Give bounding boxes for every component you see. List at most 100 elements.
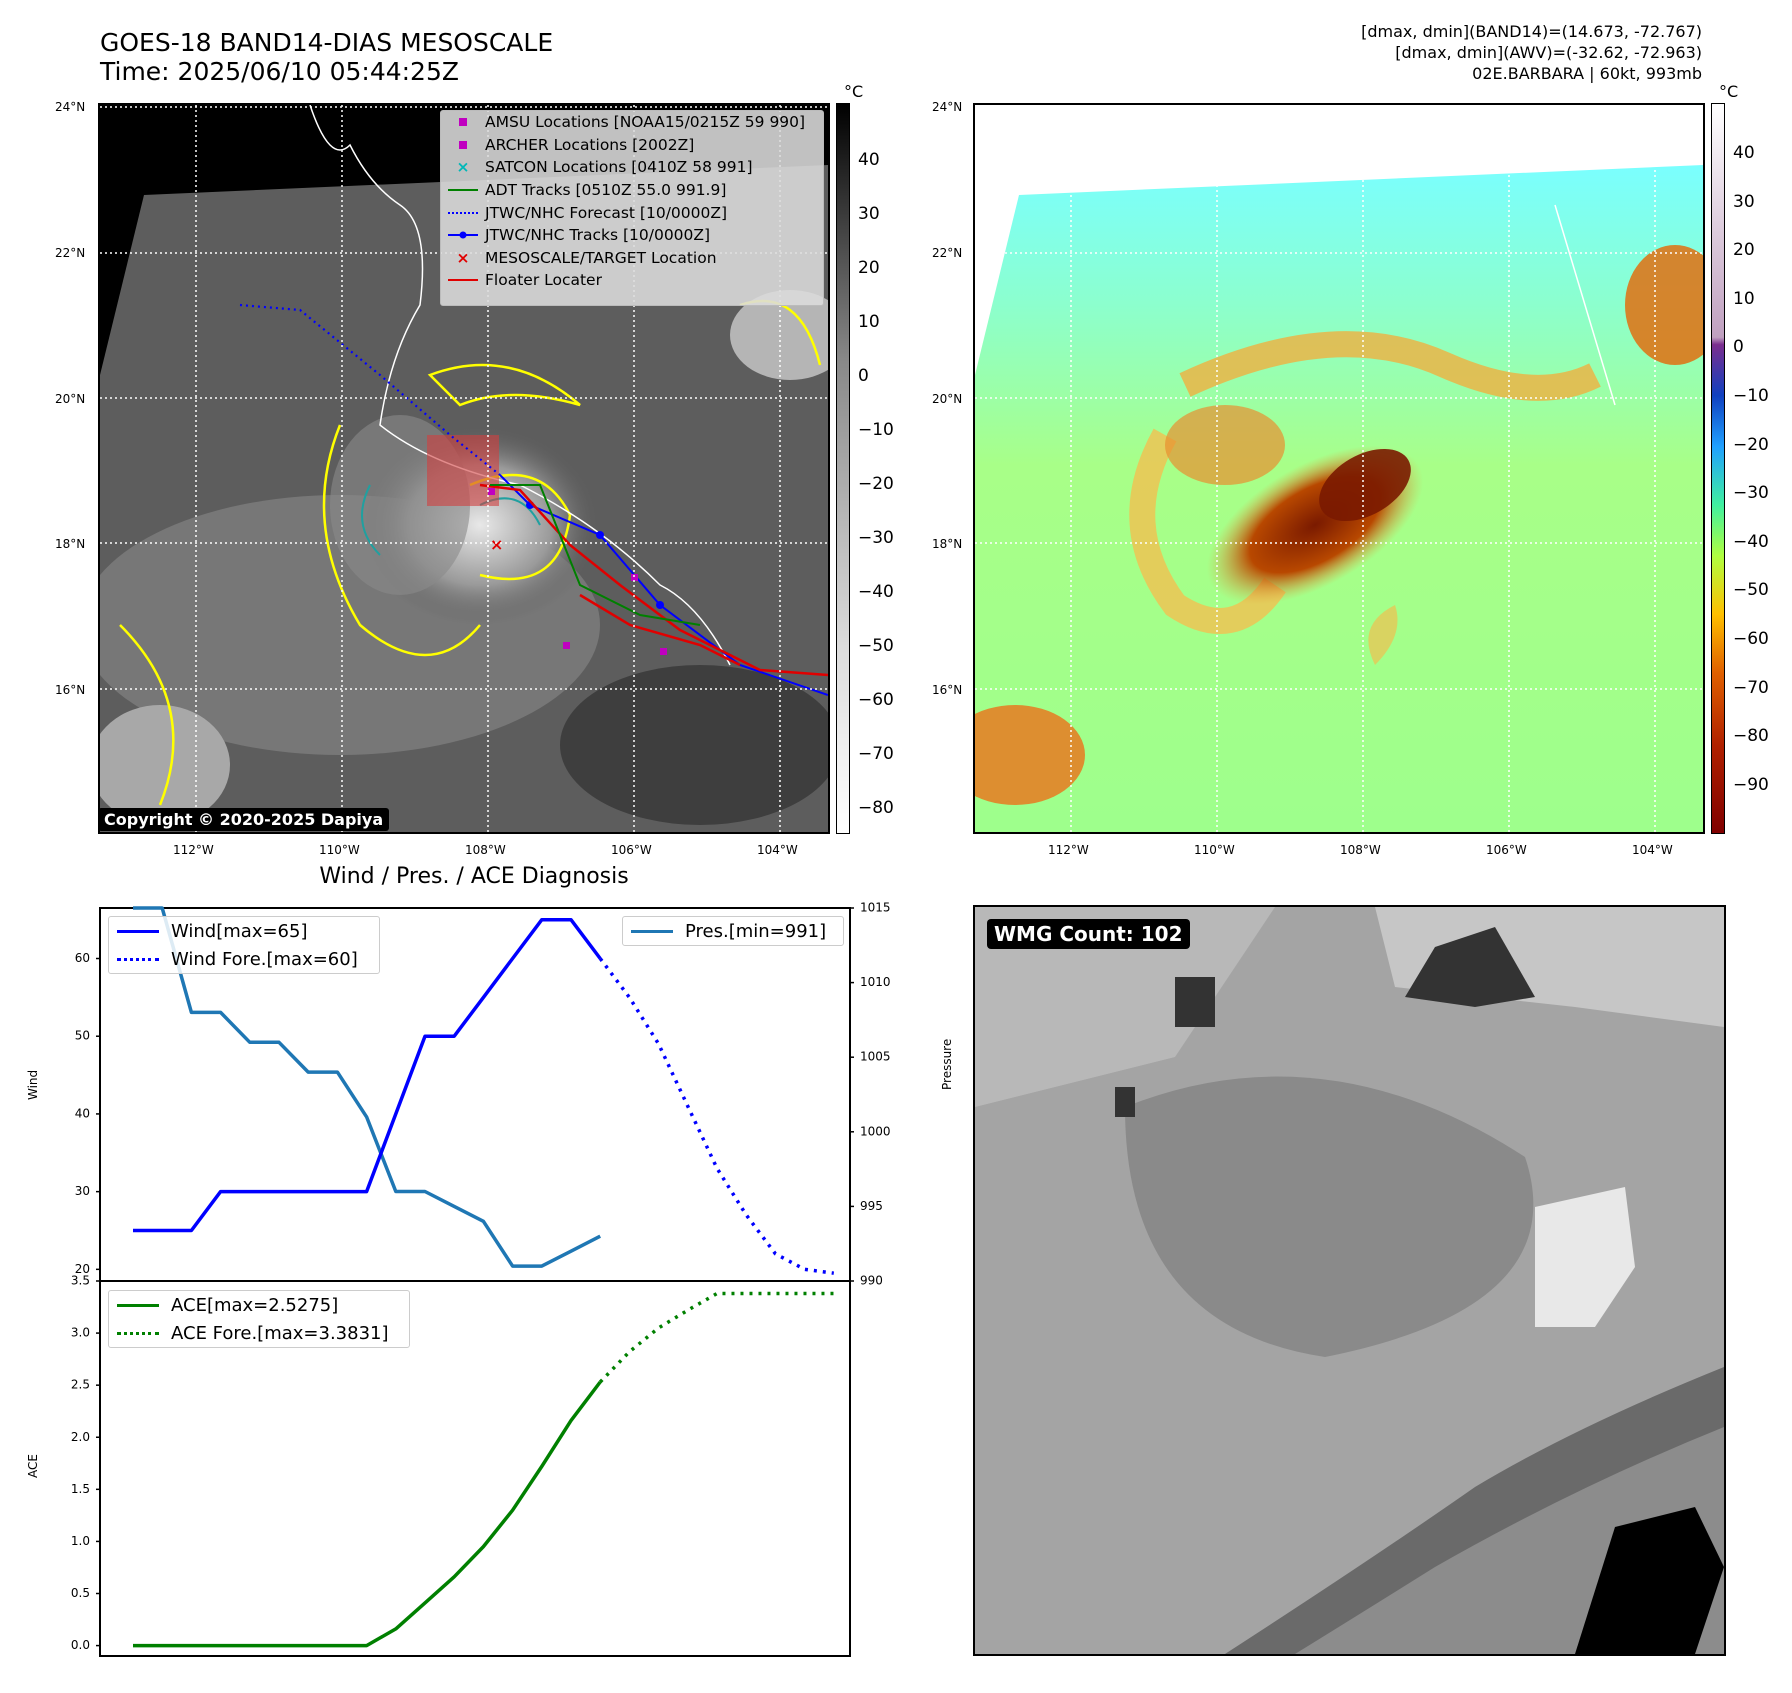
ir-cb-tick: −30: [858, 528, 894, 548]
satcon-x-icon: ×: [456, 158, 470, 177]
wind-axis-label: Wind: [26, 1069, 40, 1100]
legend-label: JTWC/NHC Forecast [10/0000Z]: [485, 203, 728, 222]
lat-label: 20°N: [932, 392, 963, 406]
legend-archer: ARCHER Locations [2002Z]: [441, 134, 823, 157]
ir-cb-tick: 40: [858, 150, 880, 170]
wind-tick-label: 20: [75, 1262, 90, 1276]
awv-cb-tick: −60: [1733, 629, 1769, 649]
lon-label: 110°W: [1194, 843, 1235, 857]
lat-label: 22°N: [55, 246, 86, 260]
ir-map-image: ×: [100, 105, 828, 832]
target-x-icon: ×: [456, 248, 470, 267]
forecast-line-icon: [448, 211, 478, 214]
pressure-legend: Pres.[min=991]: [622, 916, 844, 946]
diagnosis-title: Wind / Pres. / ACE Diagnosis: [319, 864, 629, 889]
ir-cb-tick: −10: [858, 420, 894, 440]
lat-label: 18°N: [932, 537, 963, 551]
amsu-marker-icon: [459, 118, 467, 127]
awv-cb-tick: −20: [1733, 435, 1769, 455]
awv-cb-tick: −10: [1733, 386, 1769, 406]
ir-cb-tick: −60: [858, 690, 894, 710]
lat-label: 16°N: [55, 683, 86, 697]
legend-label: SATCON Locations [0410Z 58 991]: [485, 158, 753, 177]
wind-tick-label: 40: [75, 1106, 90, 1120]
ace-tick-label: 2.0: [71, 1430, 90, 1444]
lat-label: 20°N: [55, 392, 86, 406]
legend-label: Wind[max=65]: [171, 920, 308, 942]
ace-tick-label: 2.5: [71, 1378, 90, 1392]
pressure-tick-label: 1000: [860, 1124, 891, 1138]
page-time: Time: 2025/06/10 05:44:25Z: [100, 57, 459, 86]
legend-label: ACE[max=2.5275]: [171, 1294, 339, 1316]
lat-label: 18°N: [55, 537, 86, 551]
track-line-icon: [448, 231, 478, 239]
awv-cb-tick: 30: [1733, 192, 1755, 212]
lon-label: 108°W: [465, 843, 506, 857]
legend-wind: Wind[max=65]: [109, 917, 379, 945]
legend-label: JTWC/NHC Tracks [10/0000Z]: [485, 226, 711, 245]
lat-label: 24°N: [932, 100, 963, 114]
pressure-axis-label: Pressure: [940, 1038, 954, 1090]
ace-series-line: [133, 1380, 602, 1648]
lon-label: 104°W: [1632, 843, 1673, 857]
pressure-tick-label: 1005: [860, 1050, 891, 1064]
map-legend: AMSU Locations [NOAA15/0215Z 59 990] ARC…: [440, 110, 824, 306]
legend-label: Pres.[min=991]: [685, 920, 827, 942]
ace-tick-label: 1.0: [71, 1534, 90, 1548]
awv-map-image: [975, 105, 1703, 832]
awv-cb-tick: −80: [1733, 726, 1769, 746]
legend-adt: ADT Tracks [0510Z 55.0 991.9]: [441, 179, 823, 202]
legend-label: ADT Tracks [0510Z 55.0 991.9]: [485, 181, 727, 200]
awv-cb-tick: 20: [1733, 240, 1755, 260]
ace-tick-label: 3.5: [71, 1274, 90, 1288]
legend-label: AMSU Locations [NOAA15/0215Z 59 990]: [485, 113, 806, 132]
copyright-badge: Copyright © 2020-2025 Dapiya: [98, 808, 390, 831]
legend-ace-fore: ACE Fore.[max=3.3831]: [109, 1319, 409, 1347]
awv-cb-tick: −30: [1733, 483, 1769, 503]
awv-cb-tick: −70: [1733, 678, 1769, 698]
ace-forecast-series-line: [598, 1291, 834, 1384]
wind-tick-label: 50: [75, 1029, 90, 1043]
ace-tick-label: 3.0: [71, 1326, 90, 1340]
wind-series-line: [133, 917, 602, 1233]
lat-label: 24°N: [55, 100, 86, 114]
ace-legend: ACE[max=2.5275] ACE Fore.[max=3.3831]: [108, 1290, 410, 1348]
awv-cb-tick: 10: [1733, 289, 1755, 309]
pressure-tick-label: 1015: [860, 901, 891, 915]
archer-marker-icon: [459, 140, 467, 149]
legend-ace: ACE[max=2.5275]: [109, 1291, 409, 1319]
wind-legend: Wind[max=65] Wind Fore.[max=60]: [108, 916, 380, 974]
lon-label: 106°W: [1486, 843, 1527, 857]
wind-tick-label: 30: [75, 1184, 90, 1198]
legend-label: ARCHER Locations [2002Z]: [485, 135, 695, 154]
lat-label: 22°N: [932, 246, 963, 260]
page-title: GOES-18 BAND14-DIAS MESOSCALE: [100, 28, 554, 57]
wind-fore-line-icon: [117, 957, 159, 961]
lon-label: 112°W: [173, 843, 214, 857]
legend-pressure: Pres.[min=991]: [623, 917, 843, 945]
legend-forecast: JTWC/NHC Forecast [10/0000Z]: [441, 201, 823, 224]
legend-wind-fore: Wind Fore.[max=60]: [109, 945, 379, 973]
ir-cb-tick: 20: [858, 258, 880, 278]
ir-colorbar-unit: °C: [844, 82, 864, 101]
ace-axis-label: ACE: [26, 1454, 40, 1478]
pressure-tick-label: 995: [860, 1199, 883, 1213]
lon-label: 104°W: [757, 843, 798, 857]
lon-label: 108°W: [1340, 843, 1381, 857]
pressure-tick-label: 1010: [860, 975, 891, 989]
ir-cb-tick: 0: [858, 366, 869, 386]
wmg-image: [975, 907, 1724, 1654]
awv-cb-tick: −90: [1733, 775, 1769, 795]
legend-tracks: JTWC/NHC Tracks [10/0000Z]: [441, 224, 823, 247]
ir-cb-tick: −50: [858, 636, 894, 656]
awv-cb-tick: 0: [1733, 337, 1744, 357]
wmg-count-badge: WMG Count: 102: [987, 919, 1190, 949]
wind-tick-label: 60: [75, 951, 90, 965]
wind-line-icon: [117, 929, 159, 933]
ace-line-icon: [117, 1303, 159, 1307]
ace-fore-line-icon: [117, 1331, 159, 1335]
legend-label: Wind Fore.[max=60]: [171, 948, 358, 970]
svg-text:×: ×: [490, 535, 503, 554]
ace-tick-label: 1.5: [71, 1482, 90, 1496]
awv-cb-tick: −50: [1733, 580, 1769, 600]
